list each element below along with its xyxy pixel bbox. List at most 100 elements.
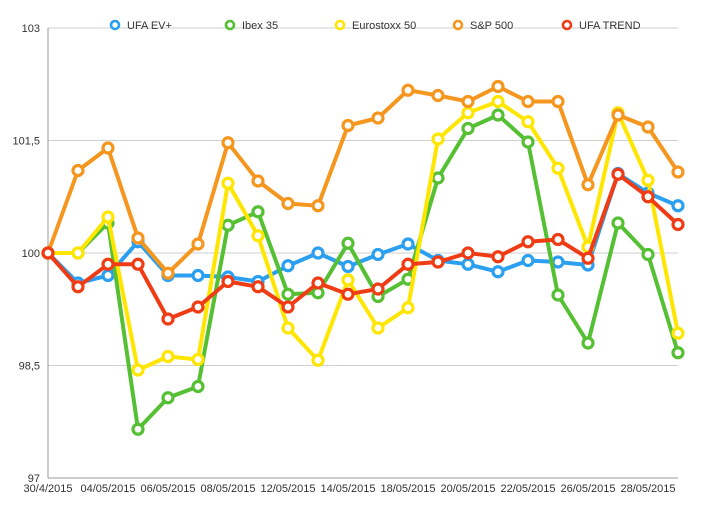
data-point <box>281 287 295 301</box>
legend-item: Ibex 35 <box>224 19 278 32</box>
x-axis: 30/4/2015 04/05/2015 06/05/2015 08/05/2015 1… <box>24 483 676 495</box>
data-point <box>401 83 415 97</box>
series-line <box>46 99 680 372</box>
data-point <box>101 210 115 224</box>
data-point <box>161 349 175 364</box>
data-point <box>491 108 505 122</box>
data-point <box>311 276 325 290</box>
series-line <box>46 172 680 321</box>
data-point <box>671 326 685 340</box>
x-tick-label: 04/05/2015 <box>80 483 135 495</box>
data-point <box>641 247 655 262</box>
data-point <box>101 141 115 155</box>
x-tick-label: 20/05/2015 <box>440 483 495 495</box>
data-point <box>191 352 205 367</box>
data-point <box>191 237 205 251</box>
data-point <box>521 253 535 268</box>
data-point <box>221 176 235 190</box>
y-axis: 97 98,5 100 101,5 103 <box>12 23 40 485</box>
x-tick-label: 26/05/2015 <box>560 483 615 495</box>
data-point <box>281 196 295 211</box>
data-point <box>251 229 265 243</box>
data-point <box>341 259 355 274</box>
data-point <box>431 132 445 146</box>
data-point <box>461 106 475 120</box>
data-point <box>221 274 235 289</box>
data-point <box>521 115 535 129</box>
series-line <box>46 113 680 432</box>
y-tick-label: 101,5 <box>12 136 40 148</box>
legend-label: Eurostoxx 50 <box>352 20 416 32</box>
data-point <box>371 247 385 262</box>
data-point <box>521 135 535 149</box>
data-point <box>41 246 55 260</box>
series-line <box>46 84 680 276</box>
data-point <box>221 136 235 150</box>
data-point <box>551 161 565 175</box>
data-point <box>461 246 475 260</box>
data-point <box>581 251 595 265</box>
data-point <box>461 121 475 136</box>
data-point <box>671 199 685 213</box>
data-point <box>101 257 115 271</box>
data-point <box>161 391 175 405</box>
x-tick-label: 30/4/2015 <box>24 483 73 495</box>
data-point <box>611 108 625 122</box>
series-1 <box>41 108 685 436</box>
data-point <box>671 165 685 179</box>
y-tick-label: 98,5 <box>19 361 40 373</box>
data-point <box>371 282 385 296</box>
legend-marker <box>224 19 236 31</box>
legend-marker <box>561 19 573 31</box>
data-point <box>341 273 355 287</box>
data-point <box>641 190 655 204</box>
data-point <box>431 88 445 103</box>
x-tick-label: 06/05/2015 <box>140 483 195 495</box>
data-point <box>551 232 565 247</box>
data-point <box>551 255 565 269</box>
data-point <box>371 321 385 335</box>
legend-item: Eurostoxx 50 <box>334 19 416 32</box>
legend-item: UFA EV+ <box>109 19 172 32</box>
data-point <box>161 266 175 280</box>
x-tick-label: 08/05/2015 <box>200 483 255 495</box>
legend-label: S&P 500 <box>470 20 513 32</box>
data-point <box>491 265 505 279</box>
data-point <box>341 118 355 133</box>
data-point <box>251 280 265 294</box>
legend-item: S&P 500 <box>452 19 513 32</box>
legend-item: UFA TREND <box>561 19 641 32</box>
data-point <box>641 120 655 134</box>
data-point <box>131 363 145 377</box>
data-point <box>401 301 415 315</box>
data-point <box>401 257 415 271</box>
data-point <box>491 250 505 264</box>
x-tick-label: 18/05/2015 <box>380 483 435 495</box>
data-point <box>671 346 685 360</box>
data-point <box>611 216 625 230</box>
series-2 <box>41 94 685 377</box>
legend-label: Ibex 35 <box>242 20 278 32</box>
data-point <box>71 280 85 294</box>
x-tick-label: 12/05/2015 <box>260 483 315 495</box>
data-point <box>281 321 295 335</box>
x-tick-label: 14/05/2015 <box>320 483 375 495</box>
data-point <box>431 255 445 269</box>
series-layer <box>41 79 685 436</box>
series-3 <box>41 79 685 280</box>
data-point <box>191 300 205 314</box>
data-point <box>551 94 565 109</box>
data-point <box>341 287 355 301</box>
data-point <box>71 246 85 260</box>
x-tick-label: 22/05/2015 <box>500 483 555 495</box>
series-4 <box>41 167 685 326</box>
data-point <box>191 379 205 394</box>
x-tick-label: 28/05/2015 <box>620 483 675 495</box>
data-point <box>581 178 595 192</box>
data-point <box>581 336 595 350</box>
data-point <box>311 353 325 367</box>
legend-label: UFA TREND <box>579 20 641 32</box>
data-point <box>281 300 295 314</box>
y-tick-label: 103 <box>22 23 40 35</box>
